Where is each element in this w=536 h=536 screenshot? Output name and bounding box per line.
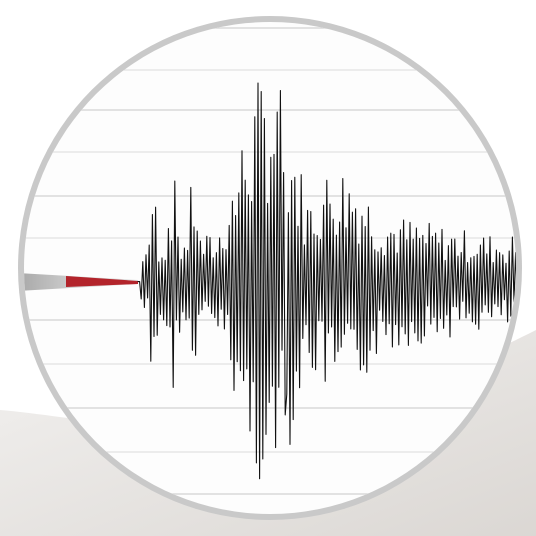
seismic-trace bbox=[137, 82, 516, 480]
stylus-icon bbox=[24, 272, 138, 292]
